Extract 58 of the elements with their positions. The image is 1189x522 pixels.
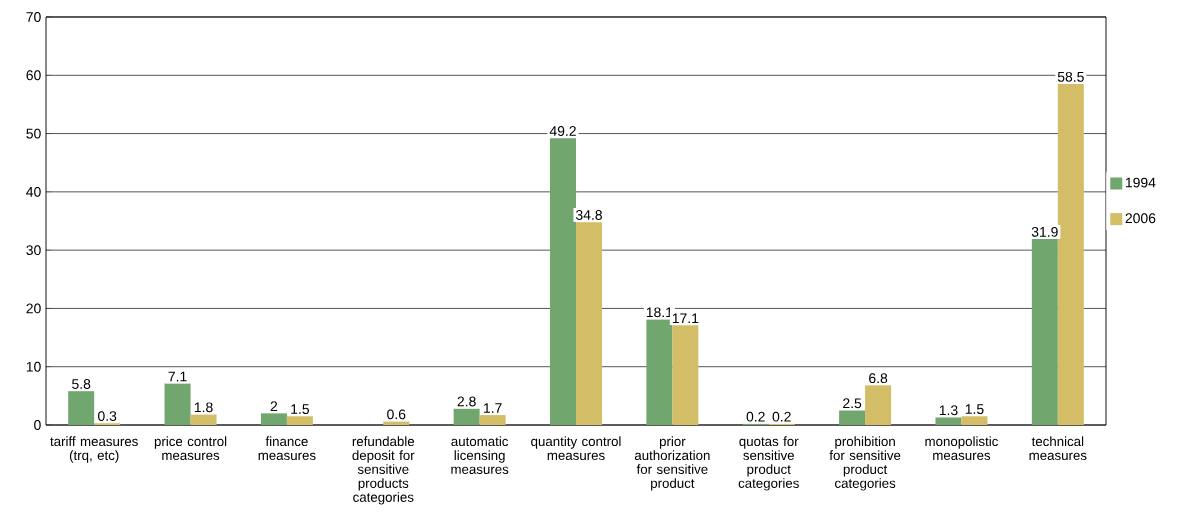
data-label: 1.8 bbox=[194, 402, 213, 413]
bar bbox=[190, 414, 217, 425]
data-label: 49.2 bbox=[549, 126, 576, 136]
x-tick-label: refundable deposit for sensitive products categories bbox=[352, 436, 415, 505]
bar bbox=[164, 383, 191, 425]
data-label: 2 bbox=[270, 401, 278, 412]
data-label: 1.5 bbox=[965, 404, 984, 415]
y-tick-label: 20 bbox=[26, 303, 41, 314]
legend-label: 1994 bbox=[1125, 177, 1156, 188]
x-tick-label: prior authorization for sensitive product bbox=[634, 436, 710, 491]
x-tick-label: technical measures bbox=[1029, 436, 1087, 461]
x-tick-label: monopolistic measures bbox=[925, 436, 999, 461]
data-label: 17.1 bbox=[672, 313, 699, 324]
x-tick-label: quotas for sensitive product categories bbox=[738, 436, 799, 491]
bar bbox=[576, 222, 603, 425]
legend-label: 2006 bbox=[1125, 213, 1156, 224]
x-tick-label: quantity control measures bbox=[531, 436, 621, 461]
data-label: 18.1 bbox=[646, 307, 673, 318]
data-label: 1.7 bbox=[484, 403, 502, 413]
y-tick-label: 70 bbox=[26, 12, 41, 22]
data-label: 0.2 bbox=[746, 411, 765, 422]
x-tick-label: prohibition for sensitive product categories bbox=[829, 436, 901, 491]
y-tick-label: 10 bbox=[26, 361, 41, 372]
y-tick-label: 40 bbox=[26, 186, 41, 197]
data-label: 0.2 bbox=[772, 411, 791, 422]
bar bbox=[961, 416, 988, 425]
y-tick-label: 0 bbox=[34, 420, 41, 430]
bar bbox=[672, 325, 699, 425]
x-tick-label: finance measures bbox=[258, 436, 316, 461]
data-label: 2.8 bbox=[457, 396, 476, 407]
bar bbox=[550, 138, 577, 425]
data-label: 0.6 bbox=[387, 409, 406, 420]
data-label: 58.5 bbox=[1057, 71, 1084, 82]
data-label: 1.5 bbox=[291, 404, 310, 415]
x-tick-label: price control measures bbox=[154, 436, 227, 461]
data-label: 1.3 bbox=[939, 405, 958, 416]
bar bbox=[260, 413, 287, 425]
bar bbox=[1057, 84, 1084, 425]
data-label: 31.9 bbox=[1031, 226, 1058, 237]
bar bbox=[839, 410, 866, 425]
data-label: 5.8 bbox=[72, 379, 91, 389]
data-label: 34.8 bbox=[575, 210, 602, 220]
bar bbox=[935, 417, 962, 425]
bar bbox=[1031, 239, 1058, 425]
x-tick-label: automatic licensing measures bbox=[451, 436, 509, 474]
data-label: 7.1 bbox=[168, 371, 187, 382]
data-label: 2.5 bbox=[843, 398, 862, 409]
y-tick-label: 60 bbox=[26, 70, 41, 81]
y-tick-label: 50 bbox=[26, 128, 41, 139]
data-label: 0.3 bbox=[98, 411, 117, 421]
data-label: 6.8 bbox=[869, 373, 888, 384]
bar bbox=[865, 385, 892, 425]
bar bbox=[68, 391, 95, 425]
bar bbox=[646, 319, 673, 425]
bar bbox=[453, 408, 480, 425]
x-tick-label: tariff measures (trq, etc) bbox=[50, 436, 138, 463]
bar bbox=[286, 416, 313, 425]
y-tick-label: 30 bbox=[26, 245, 41, 256]
